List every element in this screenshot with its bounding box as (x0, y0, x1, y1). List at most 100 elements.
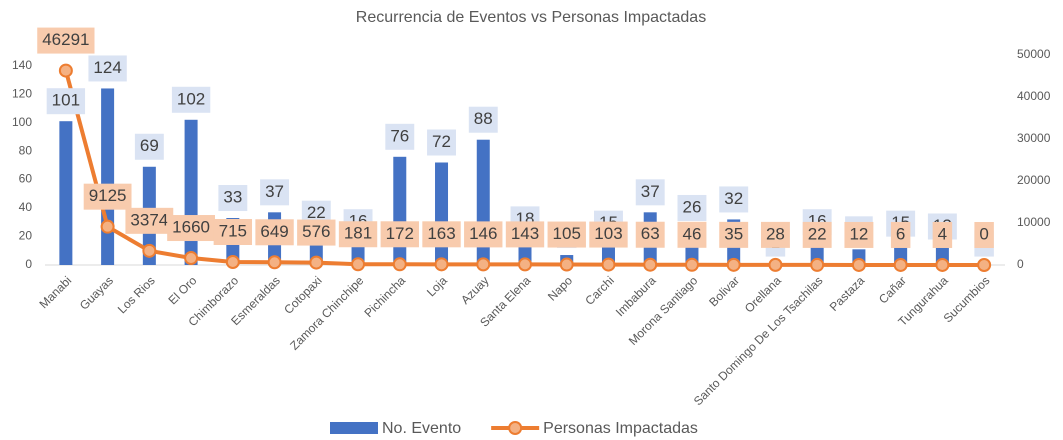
line-marker (476, 257, 491, 272)
line-data-label-box (677, 221, 707, 248)
y-tick-label: 100 (12, 115, 32, 129)
bar (184, 119, 198, 265)
line-data-label-group: 146 (464, 221, 503, 248)
bar-data-label: 32 (724, 189, 743, 208)
bar-data-label: 124 (93, 58, 121, 77)
line-marker (643, 257, 658, 272)
line-data-label-box (547, 221, 586, 248)
bar-data-label-group: 88 (468, 106, 498, 133)
line-data-label-group: 3374 (125, 207, 174, 234)
line-data-label-group: 172 (380, 221, 419, 248)
bar-data-label: 33 (223, 188, 242, 207)
bar-data-label-box (468, 106, 498, 133)
y-tick-label: 80 (19, 143, 33, 157)
bar-data-label-box (171, 86, 211, 113)
line-marker (810, 257, 825, 272)
line-data-label-group: 576 (297, 219, 336, 246)
line-data-label-box (255, 219, 294, 246)
bar (101, 88, 115, 265)
line-data-label-box (422, 221, 461, 248)
bar (59, 121, 73, 265)
bar-data-label: 69 (140, 136, 159, 155)
line-data-label: 6 (896, 224, 905, 243)
bar-data-label-box (635, 179, 665, 206)
line-data-label-group: 63 (635, 221, 665, 248)
line-data-label: 12 (849, 224, 868, 243)
bar-data-label-box (260, 179, 290, 206)
line-data-label: 28 (766, 224, 785, 243)
bar-data-label: 102 (177, 89, 205, 108)
y2-tick-label: 50000 (1017, 47, 1051, 61)
line-marker (58, 63, 73, 78)
legend-label: Personas Impactadas (543, 420, 698, 437)
bar-data-label-group: 76 (385, 123, 415, 150)
line-marker (142, 243, 157, 258)
y-tick-label: 60 (19, 172, 33, 186)
line-marker (351, 257, 366, 272)
bar (435, 162, 449, 265)
chart-title: Recurrencia de Eventos vs Personas Impac… (356, 9, 706, 26)
y-tick-label: 0 (25, 257, 32, 271)
y2-tick-label: 30000 (1017, 131, 1051, 145)
y2-tick-label: 20000 (1017, 173, 1051, 187)
line-data-label-group: 715 (213, 218, 253, 245)
line-data-label-box (213, 218, 253, 245)
line-data-label-box (635, 221, 665, 248)
line-data-label-group: 6 (890, 221, 911, 248)
bar-data-label: 37 (265, 182, 284, 201)
line-data-label: 649 (260, 222, 288, 241)
line-data-label: 63 (641, 224, 660, 243)
y-tick-label: 120 (12, 86, 32, 100)
line-data-label-group: 649 (255, 219, 294, 246)
x-tick-label: Pichincha (361, 273, 408, 320)
bar-data-label: 72 (432, 132, 451, 151)
bar-data-label-box (134, 133, 164, 160)
line-data-label-box (760, 221, 790, 248)
line-marker (100, 219, 115, 234)
line-marker (267, 255, 282, 270)
line-data-label-box (125, 207, 174, 234)
bar-data-label: 22 (307, 203, 326, 222)
bar (393, 156, 407, 265)
bar-data-label-group: 101 (46, 88, 86, 115)
line-data-label: 46 (682, 224, 701, 243)
y2-tick-label: 40000 (1017, 89, 1051, 103)
line-data-label: 172 (386, 224, 414, 243)
line-data-label: 163 (427, 224, 455, 243)
line-data-label: 576 (302, 222, 330, 241)
y-tick-label: 40 (19, 200, 33, 214)
x-tick-label: Los Rios (115, 273, 158, 316)
bar-data-label: 88 (474, 109, 493, 128)
x-tick-label: Orellana (742, 273, 784, 315)
line-marker (851, 257, 866, 272)
line-data-label-box (589, 221, 628, 248)
x-tick-label: Bolivar (706, 273, 742, 309)
y-tick-label: 20 (19, 229, 33, 243)
y2-tick-label: 10000 (1017, 215, 1051, 229)
line-data-label: 105 (553, 224, 581, 243)
x-tick-label: Cotopaxi (281, 273, 324, 316)
line-data-label-box (844, 221, 874, 248)
line-marker (518, 257, 532, 272)
line-data-label: 181 (344, 224, 372, 243)
line-data-label: 715 (219, 221, 247, 240)
line-data-label: 143 (511, 224, 539, 243)
line-data-label-box (380, 221, 419, 248)
line-marker (601, 257, 616, 272)
line-marker (684, 257, 699, 272)
line-data-label-box (37, 27, 95, 54)
line-marker (184, 251, 199, 266)
line-data-label-box (890, 221, 911, 248)
line-marker (977, 258, 992, 272)
bar-data-label-group: 124 (88, 55, 127, 82)
line-data-label-box (167, 215, 216, 242)
bar-data-label-group: 72 (427, 129, 456, 156)
x-tick-label: Pastaza (827, 273, 868, 314)
line-data-label-box (83, 183, 132, 210)
bar-data-label-box (88, 55, 127, 82)
x-tick-label: Napo (545, 273, 575, 303)
line-marker (768, 257, 783, 272)
line-data-label-box (802, 221, 832, 248)
line-data-label-group: 1660 (167, 215, 216, 242)
